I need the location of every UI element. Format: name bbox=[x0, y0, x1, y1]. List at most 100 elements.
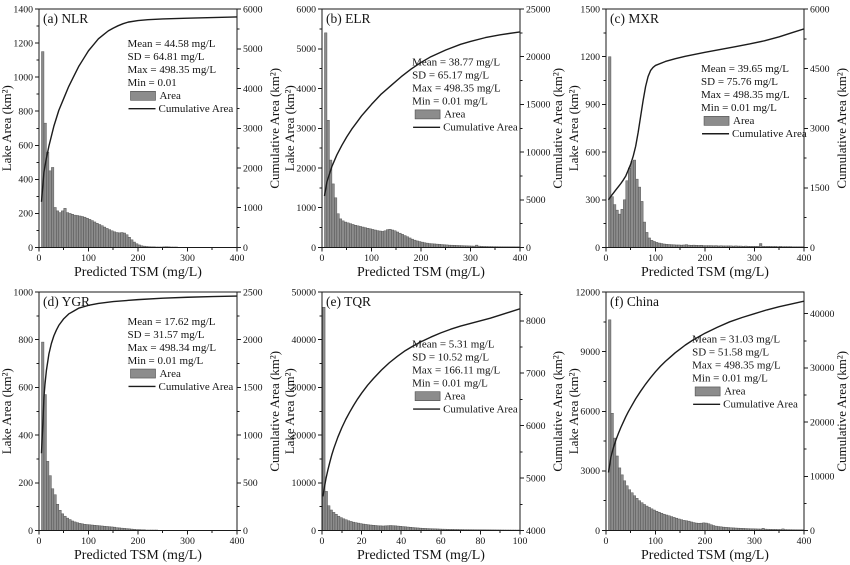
y-axis-left: 0 200 400 600 800 1000 1200 1400 bbox=[13, 4, 39, 254]
histogram-bar bbox=[435, 243, 439, 248]
stats-line: SD = 65.17 mg/L bbox=[412, 70, 489, 82]
histogram-bar bbox=[85, 523, 89, 530]
histogram-bar bbox=[632, 494, 636, 530]
y-axis-left: 0 10000 20000 30000 40000 50000 bbox=[292, 287, 323, 536]
y-right-tick-label: 10000 bbox=[810, 471, 835, 482]
y-left-tick-label: 0 bbox=[595, 525, 600, 536]
legend-line-label: Cumulative Area bbox=[159, 380, 234, 392]
y-left-tick-label: 300 bbox=[585, 195, 600, 206]
histogram-bar bbox=[344, 519, 348, 530]
histogram-bar bbox=[90, 220, 94, 248]
histogram-bar bbox=[113, 526, 116, 530]
histogram-bar bbox=[369, 524, 373, 530]
x-axis-title: Predicted TSM (mg/L) bbox=[641, 547, 769, 562]
histogram-bar bbox=[105, 525, 109, 530]
legend-area-swatch bbox=[694, 386, 721, 396]
legend-area-label: Area bbox=[444, 109, 465, 121]
histogram-bar bbox=[711, 524, 715, 530]
y-left-tick-label: 4000 bbox=[297, 84, 317, 95]
histogram-bar bbox=[622, 199, 626, 248]
histogram-bar bbox=[612, 204, 616, 248]
histogram-bar bbox=[701, 522, 705, 530]
histogram-bar bbox=[325, 490, 329, 530]
legend-area-label: Area bbox=[444, 390, 465, 402]
y-axis-title-right: Cumulative Area (km²) bbox=[833, 68, 848, 189]
stats-line: Max = 498.35 mg/L bbox=[128, 64, 217, 76]
chart-a-nlr: 0 100 200 300 400020040060080010001200140001… bbox=[0, 4, 282, 280]
histogram-bars bbox=[324, 32, 521, 248]
histogram-bar bbox=[413, 239, 417, 248]
x-tick-label: 200 bbox=[131, 253, 146, 264]
histogram-bar bbox=[364, 523, 368, 530]
histogram-bar bbox=[433, 243, 437, 248]
histogram-bar bbox=[98, 224, 102, 248]
histogram-bar bbox=[327, 120, 330, 248]
histogram-bar bbox=[78, 215, 82, 248]
x-tick-label: 100 bbox=[648, 535, 663, 546]
histogram-bar bbox=[381, 231, 385, 248]
y-right-tick-label: 4500 bbox=[810, 64, 830, 75]
y-left-tick-label: 6000 bbox=[580, 406, 600, 417]
histogram-bar bbox=[649, 240, 653, 248]
histogram-bar bbox=[332, 183, 335, 248]
histogram-bar bbox=[110, 230, 114, 248]
histogram-bar bbox=[706, 523, 710, 530]
panel-label: (c) MXR bbox=[610, 11, 659, 26]
x-axis-title: Predicted TSM (mg/L) bbox=[74, 265, 202, 280]
y-left-tick-label: 3000 bbox=[297, 124, 317, 135]
x-tick-label: 60 bbox=[436, 535, 446, 546]
histogram-bar bbox=[362, 523, 366, 530]
chart-f-china: 0 100 200 300 400030006000900012000010000200… bbox=[567, 287, 849, 563]
stats-line: Max = 498.34 mg/L bbox=[128, 341, 217, 353]
histogram-bar bbox=[669, 515, 673, 530]
y-right-tick-label: 1500 bbox=[810, 183, 830, 194]
histogram-bar bbox=[367, 524, 371, 530]
y-axis-title-left: Lake Area (km²) bbox=[283, 368, 297, 454]
y-axis-right: 0 1000 2000 3000 4000 5000 6000 bbox=[236, 4, 263, 254]
histogram-bar bbox=[610, 196, 614, 248]
histogram-bar bbox=[46, 151, 50, 248]
histogram-bar bbox=[615, 209, 619, 248]
histogram-bar bbox=[687, 520, 691, 530]
histogram-bar bbox=[396, 525, 400, 530]
histogram-bar bbox=[103, 226, 107, 248]
y-left-tick-label: 900 bbox=[585, 100, 600, 111]
y-left-tick-label: 0 bbox=[595, 243, 600, 254]
panel-label: (e) TQR bbox=[326, 294, 371, 309]
histogram-bar bbox=[371, 229, 375, 248]
y-right-tick-label: 30000 bbox=[810, 363, 835, 374]
legend-area-label: Area bbox=[733, 115, 754, 127]
histogram-bar bbox=[694, 522, 698, 530]
histogram-bar bbox=[330, 509, 334, 530]
x-tick-label: 300 bbox=[463, 253, 478, 264]
histogram-bar bbox=[103, 525, 107, 530]
y-axis-title-left: Lake Area (km²) bbox=[567, 85, 581, 171]
histogram-bar bbox=[657, 242, 661, 248]
y-right-tick-label: 8000 bbox=[526, 316, 546, 327]
histogram-bar bbox=[630, 492, 634, 530]
y-right-tick-label: 25000 bbox=[526, 4, 551, 15]
y-right-tick-label: 4000 bbox=[243, 84, 263, 95]
x-tick-label: 100 bbox=[81, 535, 96, 546]
histogram-bar bbox=[75, 215, 79, 248]
panel-label: (d) YGR bbox=[43, 294, 90, 309]
panel-label: (f) China bbox=[610, 294, 659, 309]
stats-line: Min = 0.01 bbox=[128, 77, 177, 89]
histogram-bar bbox=[699, 522, 703, 530]
histogram-bar bbox=[393, 230, 397, 248]
histogram-bar bbox=[377, 525, 381, 530]
stats-line: Max = 166.11 mg/L bbox=[412, 364, 500, 376]
histogram-bar bbox=[654, 242, 658, 248]
histogram-bar bbox=[95, 223, 99, 248]
histogram-bar bbox=[632, 159, 636, 248]
y-axis-right: 0 500 1000 1500 2000 2500 bbox=[236, 287, 263, 536]
y-right-tick-label: 6000 bbox=[243, 4, 263, 15]
histogram-bar bbox=[352, 521, 356, 530]
y-axis-left: 0 3000 6000 9000 12000 bbox=[575, 287, 606, 536]
legend-line-label: Cumulative Area bbox=[732, 128, 807, 140]
